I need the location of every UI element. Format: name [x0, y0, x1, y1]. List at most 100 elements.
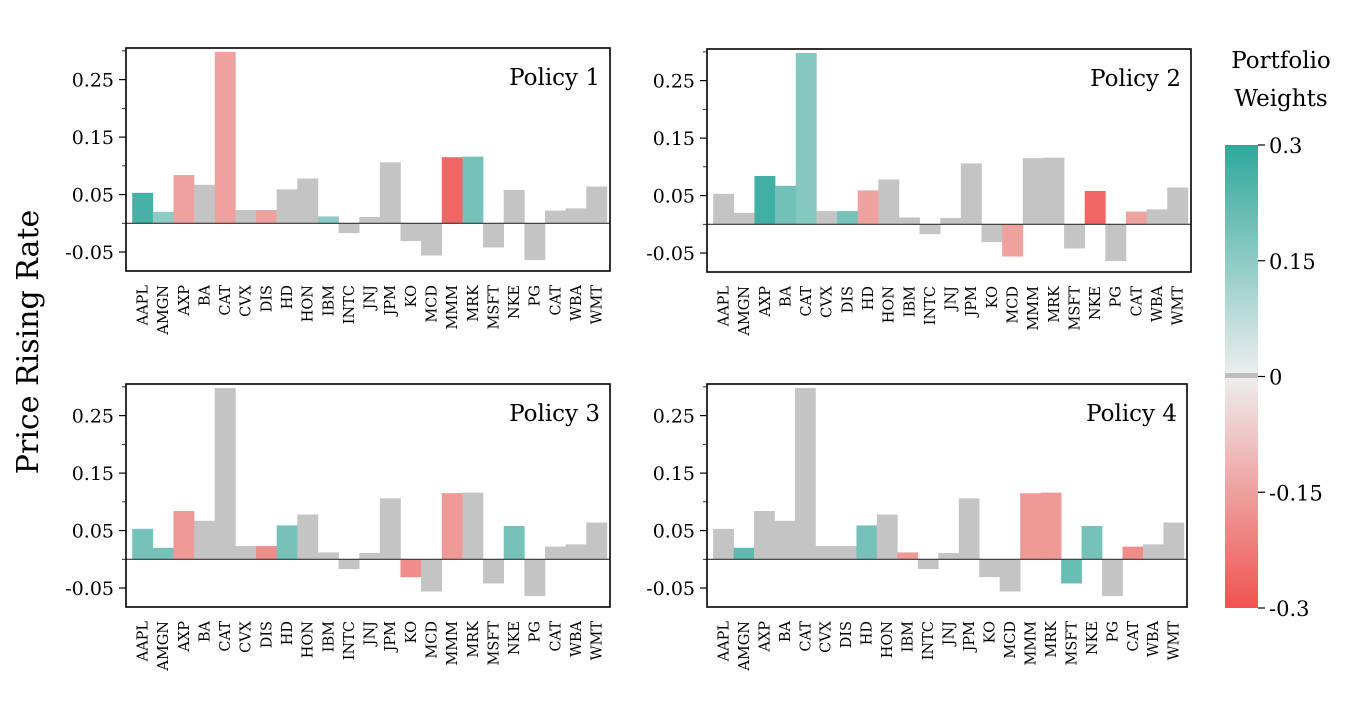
x-tick-label: KO	[404, 621, 420, 643]
bar-dis-6	[256, 210, 277, 224]
x-tick-label: JNJ	[944, 286, 960, 313]
bar-intc-10	[919, 224, 941, 235]
x-tick-label: MCD	[1005, 286, 1021, 324]
subplot-policy-1: 0.25 0.15 0.05 -0.05 AAPL AMGN AXP BA CAT CVX DIS H…	[65, 47, 611, 336]
bar-cat-4	[214, 388, 236, 560]
bar-msft-17	[1061, 559, 1082, 584]
x-tick-label: MMM	[1023, 621, 1039, 666]
x-tick-label: CVX	[819, 620, 835, 653]
plot-frame	[125, 383, 611, 608]
bar-nke-18	[503, 525, 525, 560]
x-tick-label: DIS	[839, 621, 855, 648]
panel-title: Policy 4	[1086, 401, 1177, 427]
subplot-policy-3: 0.25 0.15 0.05 -0.05 AAPL AMGN AXP BA CAT CVX DIS H…	[65, 383, 611, 672]
x-tick-label: CAT	[218, 621, 234, 652]
y-tick-label: 0.05	[653, 186, 695, 208]
bar-jpm-12	[958, 498, 980, 560]
plot-frame	[706, 48, 1192, 273]
x-tick-label: CVX	[239, 620, 255, 653]
y-axis-label: Price Rising Rate	[11, 210, 46, 474]
bar-wba-21	[565, 544, 587, 560]
bar-intc-10	[338, 223, 360, 234]
x-tick-label: HD	[860, 621, 876, 645]
x-tick-label: AXP	[177, 285, 193, 317]
bar-wba-21	[1142, 544, 1164, 560]
colorbar-title-line-1: Portfolio	[1231, 48, 1331, 74]
bar-dis-6	[835, 546, 857, 560]
y-tick-label: 0.15	[653, 128, 695, 150]
bar-cat-20	[544, 546, 566, 560]
x-tick-label: CVX	[239, 284, 255, 317]
x-tick-label: MCD	[424, 621, 440, 659]
x-tick-label: KO	[985, 286, 1001, 308]
x-tick-label: AMGN	[156, 621, 172, 672]
bar-jnj-11	[938, 552, 960, 560]
bar-dis-6	[837, 211, 858, 225]
bar-amgn-1	[733, 212, 755, 225]
x-tick-label: JPM	[964, 286, 980, 319]
colorbar-tick-label: 0	[1269, 366, 1282, 390]
x-tick-label: MCD	[1003, 621, 1019, 659]
x-tick-label: JNJ	[942, 621, 958, 648]
bar-mrk-16	[1040, 492, 1062, 560]
bar-ba-3	[775, 185, 797, 225]
x-tick-label: WMT	[1167, 621, 1183, 661]
x-tick-label: PG	[1109, 286, 1125, 307]
y-tick-label: 0.15	[72, 463, 114, 485]
bar-intc-10	[917, 559, 939, 570]
bar-ba-3	[774, 520, 796, 560]
bar-hon-8	[297, 514, 319, 560]
bar-ibm-9	[317, 216, 339, 224]
x-tick-label: MRK	[466, 620, 482, 658]
x-tick-label: IBM	[321, 285, 337, 316]
colorbar-tick-label: 0.15	[1269, 250, 1316, 274]
x-tick-label: DIS	[259, 621, 275, 648]
bar-cvx-5	[235, 546, 257, 560]
x-tick-label: CAT	[798, 621, 814, 652]
x-tick-label: AXP	[758, 286, 774, 318]
x-tick-label: MSFT	[486, 285, 502, 330]
x-tick-label: DIS	[259, 285, 275, 312]
x-tick-label: HON	[882, 286, 898, 324]
bar-hon-8	[876, 514, 898, 560]
bar-mmm-15	[441, 493, 463, 560]
x-tick-label: PG	[528, 621, 544, 642]
bar-dis-6	[256, 546, 277, 560]
plot-frame	[125, 47, 611, 272]
x-tick-label: MMM	[445, 621, 461, 666]
colorbar-tick-label: -0.3	[1269, 597, 1310, 621]
y-tick-label: 0.05	[72, 521, 114, 543]
x-tick-label: MMM	[445, 285, 461, 330]
x-tick-label: HD	[280, 285, 296, 309]
bar-axp-2	[754, 511, 775, 560]
bar-mmm-15	[441, 157, 463, 224]
bar-hd-7	[857, 190, 879, 225]
bar-axp-2	[173, 511, 195, 560]
bar-mcd-14	[421, 223, 443, 256]
x-tick-label: AMGN	[737, 286, 753, 337]
x-tick-label: PG	[1105, 621, 1121, 642]
bar-nke-18	[503, 189, 525, 224]
y-tick-label: 0.15	[72, 127, 114, 149]
bar-cat-4	[214, 52, 236, 224]
bar-jnj-11	[359, 552, 381, 560]
bar-cvx-5	[816, 211, 838, 225]
bar-jpm-12	[379, 498, 401, 560]
x-tick-label: DIS	[840, 286, 856, 313]
x-tick-label: WBA	[569, 620, 585, 657]
bar-amgn-1	[152, 211, 174, 224]
bar-cat-20	[544, 210, 566, 224]
bar-nke-18	[1084, 190, 1106, 225]
bar-wmt-22	[586, 522, 608, 560]
bar-ko-13	[979, 559, 1001, 578]
bar-amgn-1	[152, 547, 174, 560]
x-tick-label: INTC	[921, 621, 937, 660]
y-tick-label: -0.05	[65, 578, 114, 600]
x-tick-label: JPM	[962, 621, 978, 654]
bar-cat-20	[1122, 546, 1144, 560]
bar-ibm-9	[317, 552, 339, 560]
bar-pg-19	[1102, 559, 1123, 597]
bar-wba-21	[1146, 209, 1168, 225]
bar-mcd-14	[421, 559, 443, 592]
